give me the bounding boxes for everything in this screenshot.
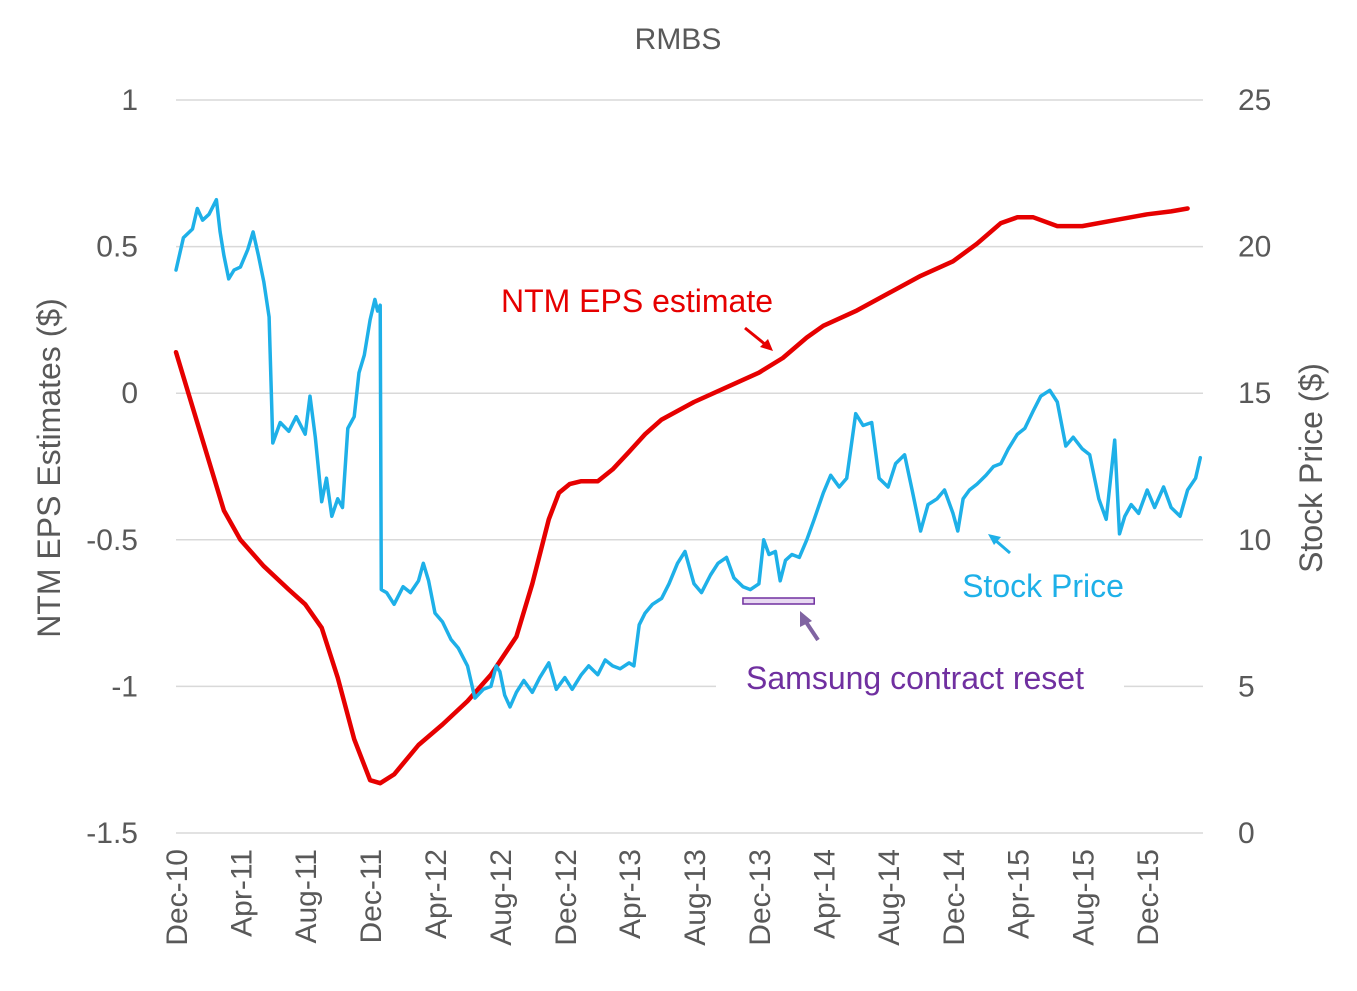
y-left-tick-label: 0	[121, 377, 138, 410]
y-left-tick-label: -0.5	[86, 524, 138, 557]
y-right-tick-label: 15	[1238, 377, 1271, 410]
x-tick-label: Apr-11	[225, 849, 258, 937]
y-right-tick-label: 5	[1238, 670, 1255, 703]
y-left-axis-title: NTM EPS Estimates ($)	[31, 298, 67, 638]
x-tick-label: Aug-11	[290, 849, 323, 944]
stock-arrow-shaft	[994, 538, 1011, 555]
samsung-arrow-shaft	[804, 620, 820, 642]
y-left-tick-label: -1	[111, 670, 138, 703]
x-tick-label: Dec-15	[1132, 849, 1165, 946]
annotation-layer: NTM EPS estimate Stock Price Samsung contr…	[501, 283, 1124, 699]
x-tick-label: Dec-13	[744, 849, 777, 946]
y-left-tick-label: 0.5	[96, 231, 138, 264]
series-layer	[173, 197, 1203, 786]
y-right-axis-title: Stock Price ($)	[1293, 363, 1329, 573]
y-right-tick-label: 0	[1238, 817, 1255, 850]
x-tick-label: Aug-13	[679, 849, 712, 946]
samsung-arrow-head	[800, 611, 812, 627]
grid-layer	[176, 99, 1203, 834]
eps-estimate-line	[173, 206, 1190, 786]
x-tick-label: Apr-15	[1002, 849, 1035, 939]
x-tick-label: Aug-12	[485, 849, 518, 946]
stock-price-label: Stock Price	[962, 568, 1124, 604]
x-tick-label: Dec-14	[938, 849, 971, 946]
y-left-tick-label: -1.5	[86, 817, 138, 850]
x-tick-label: Apr-12	[420, 849, 453, 939]
x-tick-label: Apr-14	[808, 849, 841, 939]
samsung-label: Samsung contract reset	[746, 660, 1084, 696]
x-tick-label: Aug-14	[873, 849, 906, 946]
x-tick-label: Aug-15	[1067, 849, 1100, 946]
stock-arrow-head	[988, 534, 1001, 545]
eps-arrow-head	[760, 339, 773, 351]
y-left-tick-label: 1	[121, 84, 138, 117]
x-tick-label: Dec-12	[550, 849, 583, 946]
chart-title: RMBS	[635, 23, 722, 56]
eps-arrow-shaft	[744, 326, 767, 347]
x-tick-label: Apr-13	[614, 849, 647, 939]
y-right-tick-label: 10	[1238, 524, 1271, 557]
stock-price-line	[174, 197, 1203, 709]
x-tick-label: Dec-11	[355, 849, 388, 943]
samsung-label-bg	[716, 655, 1124, 699]
samsung-bracket	[742, 597, 815, 605]
y-right-tick-label: 20	[1238, 231, 1271, 264]
eps-estimate-label: NTM EPS estimate	[501, 283, 773, 319]
label-layer: 1 25 0.5 20 0 15 -0.5 10 -1 5 -1.5 0 Dec-10 Apr-11 Aug…	[86, 84, 1271, 946]
y-right-tick-label: 25	[1238, 84, 1271, 117]
x-tick-label: Dec-10	[161, 849, 194, 946]
